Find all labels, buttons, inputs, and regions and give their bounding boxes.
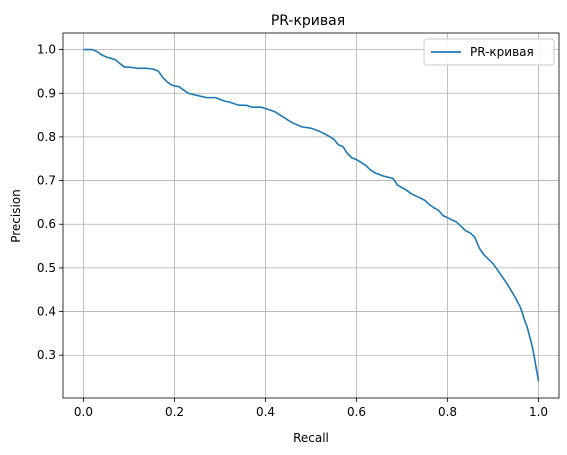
legend: PR-кривая	[423, 38, 555, 66]
y-tick-label: 0.4	[37, 305, 56, 319]
x-tick-label: 0.0	[74, 405, 93, 419]
x-tick-label: 1.0	[529, 405, 548, 419]
x-tick-label: 0.8	[438, 405, 457, 419]
x-axis-label: Recall	[293, 431, 329, 445]
legend-box	[423, 38, 555, 66]
x-tick-label: 0.6	[347, 405, 366, 419]
y-tick-label: 0.9	[37, 86, 56, 100]
x-tick-label: 0.4	[256, 405, 275, 419]
x-tick-label: 0.2	[165, 405, 184, 419]
y-tick-label: 0.3	[37, 348, 56, 362]
x-axis-ticks: 0.0 0.2 0.4 0.6 0.8 1.0	[74, 398, 548, 419]
plot-frame	[62, 32, 560, 399]
y-tick-label: 1.0	[37, 43, 56, 57]
y-axis-label: Precision	[9, 189, 23, 243]
chart-title: PR-кривая	[271, 13, 345, 29]
y-tick-label: 0.6	[37, 217, 56, 231]
y-axis-ticks: 0.3 0.4 0.5 0.6 0.7 0.8 0.9 1.0	[37, 43, 63, 362]
grid-lines	[63, 33, 559, 398]
series-layer	[83, 48, 540, 382]
legend-label: PR-кривая	[470, 45, 534, 59]
y-tick-label: 0.5	[37, 261, 56, 275]
y-tick-label: 0.8	[37, 130, 56, 144]
pr-curve-line	[83, 48, 540, 382]
y-tick-label: 0.7	[37, 174, 56, 188]
